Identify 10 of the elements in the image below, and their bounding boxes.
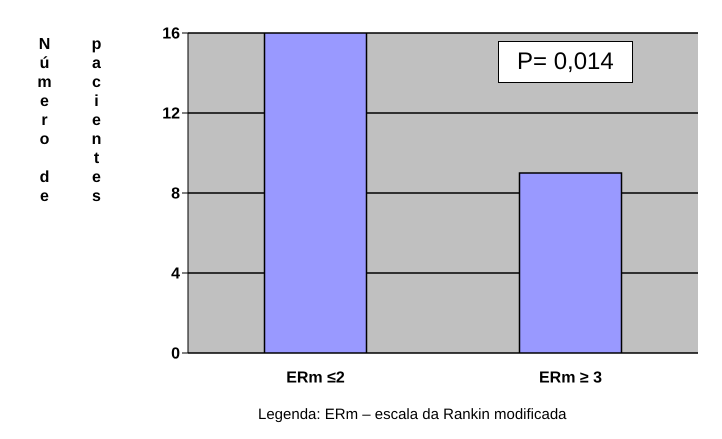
x-tick-label: ERm ≤2: [286, 369, 345, 386]
y-tick-label: 0: [171, 346, 180, 363]
y-tick-label: 4: [171, 266, 180, 283]
annotation: P= 0,014: [498, 41, 633, 83]
y-tick-label: 8: [171, 186, 180, 203]
x-tick-label: ERm ≥ 3: [538, 369, 602, 386]
text: Legenda: ERm – escala da Rankin modificada: [258, 406, 567, 423]
text: Número de pacientes: [36, 36, 105, 207]
y-tick-label: 12: [162, 106, 180, 123]
y-tick-label: 16: [162, 26, 180, 43]
